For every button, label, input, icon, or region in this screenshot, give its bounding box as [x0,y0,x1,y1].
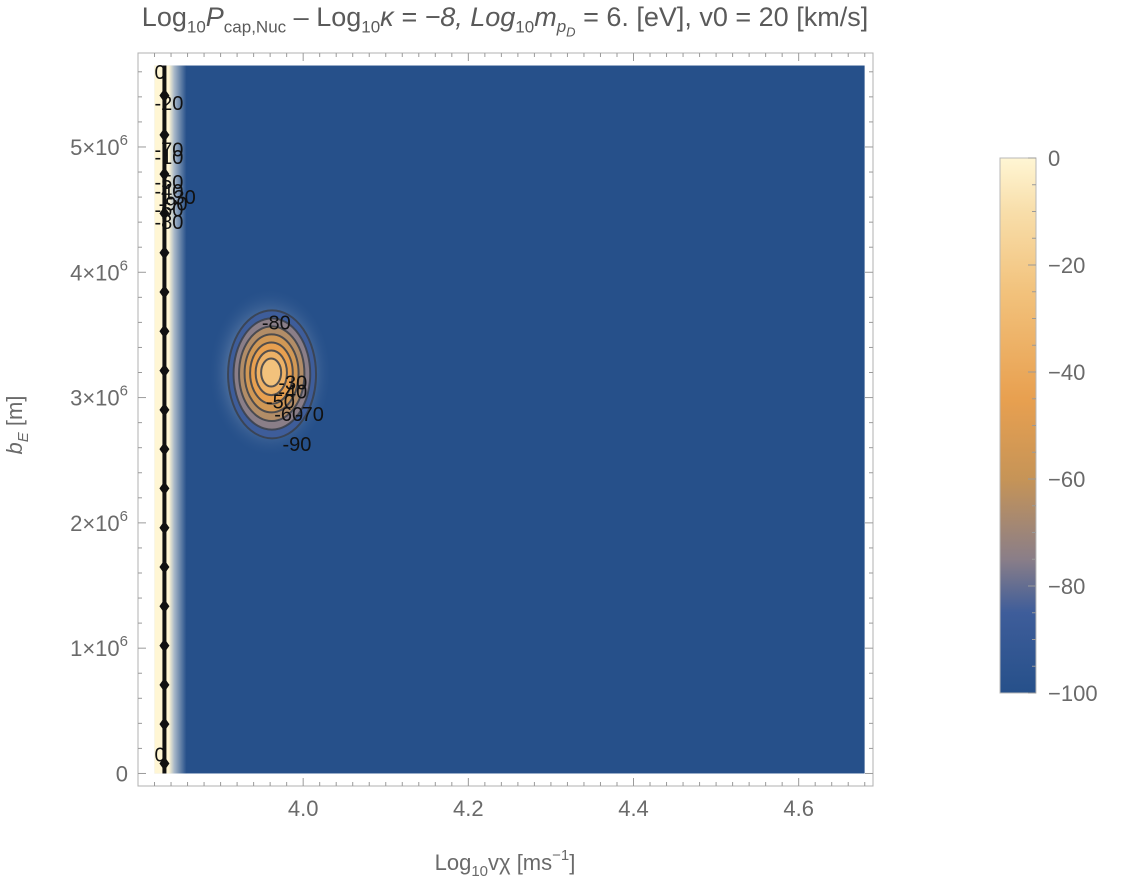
contour-label: -90 [159,193,188,215]
colorbar: 0 −20 −40 −60 −80 −100 [999,146,1098,706]
y-tick-label: 0 [116,761,128,786]
edge-marker [159,402,170,417]
contour-label: -30 [167,187,196,209]
edge-marker [159,363,170,378]
x-tick-label: 4.4 [618,796,649,821]
contour-label: -80 [262,312,291,334]
x-axis-label: Log10vχ [ms−1] [435,847,576,880]
axis-tick-labels: 4.0 4.2 4.4 4.6 0 1×106 2×106 3×106 4×106 5×106 [70,132,814,821]
contour-label: -60 [274,404,303,426]
plot-area [154,65,865,774]
peak-contours [227,309,318,440]
edge-column [154,65,187,774]
edge-marker [159,284,170,299]
x-tick-label: 4.0 [288,796,319,821]
contour-label: -90 [283,434,312,456]
y-tick-label: 2×106 [70,508,128,536]
chart-title: Log10Pcap,Nuc – Log10κ = −8, Log10mpD = … [141,2,869,40]
colorbar-tick-label: −20 [1048,253,1085,278]
edge-marker [159,167,170,182]
y-tick-label: 5×106 [70,132,128,160]
y-axis-label: bE [m] [2,396,32,455]
colorbar-tick-label: −60 [1048,467,1085,492]
colorbar-gradient [999,157,1037,694]
edge-marker [159,638,170,653]
contour-label: 0 [155,62,166,84]
contour-label: -70 [295,404,324,426]
axis-ticks [138,53,873,786]
contour-labels: -80-30-40-50-60-70-900-20-70-10-50-40-30… [155,62,324,767]
colorbar-tick-label: −100 [1048,681,1098,706]
colorbar-tick-label: 0 [1048,146,1060,171]
y-tick-label: 1×106 [70,633,128,661]
contour-label: 0 [155,745,166,767]
contour-label: -60 [155,200,184,222]
edge-marker [159,560,170,575]
edge-marker [159,599,170,614]
contour-label: -40 [155,181,184,203]
edge-marker [159,206,170,221]
edge-marker [159,245,170,260]
contour-label: -20 [155,93,184,115]
contour-label: -30 [278,373,307,395]
colorbar-ticks [1028,157,1036,694]
contour-label: -50 [155,172,184,194]
contour-label: -80 [155,212,184,234]
colorbar-tick-labels: 0 −20 −40 −60 −80 −100 [1048,146,1098,706]
x-tick-label: 4.6 [783,796,814,821]
x-tick-label: 4.2 [453,796,484,821]
edge-marker [159,717,170,732]
colorbar-tick-label: −80 [1048,574,1085,599]
y-tick-label: 4×106 [70,257,128,285]
edge-marker [159,756,170,771]
contour-label: -40 [278,381,307,403]
edge-marker [159,127,170,142]
edge-marker [159,481,170,496]
y-tick-label: 3×106 [70,383,128,411]
edge-markers [159,88,170,771]
edge-marker [159,442,170,457]
contour-label: -70 [155,139,184,161]
contour-label: -50 [266,391,295,413]
edge-marker [159,520,170,535]
edge-marker [159,88,170,103]
colorbar-tick-label: −40 [1048,360,1085,385]
edge-marker [159,677,170,692]
contour-label: -10 [155,147,184,169]
contour-level-30 [260,357,283,388]
edge-marker [159,324,170,339]
